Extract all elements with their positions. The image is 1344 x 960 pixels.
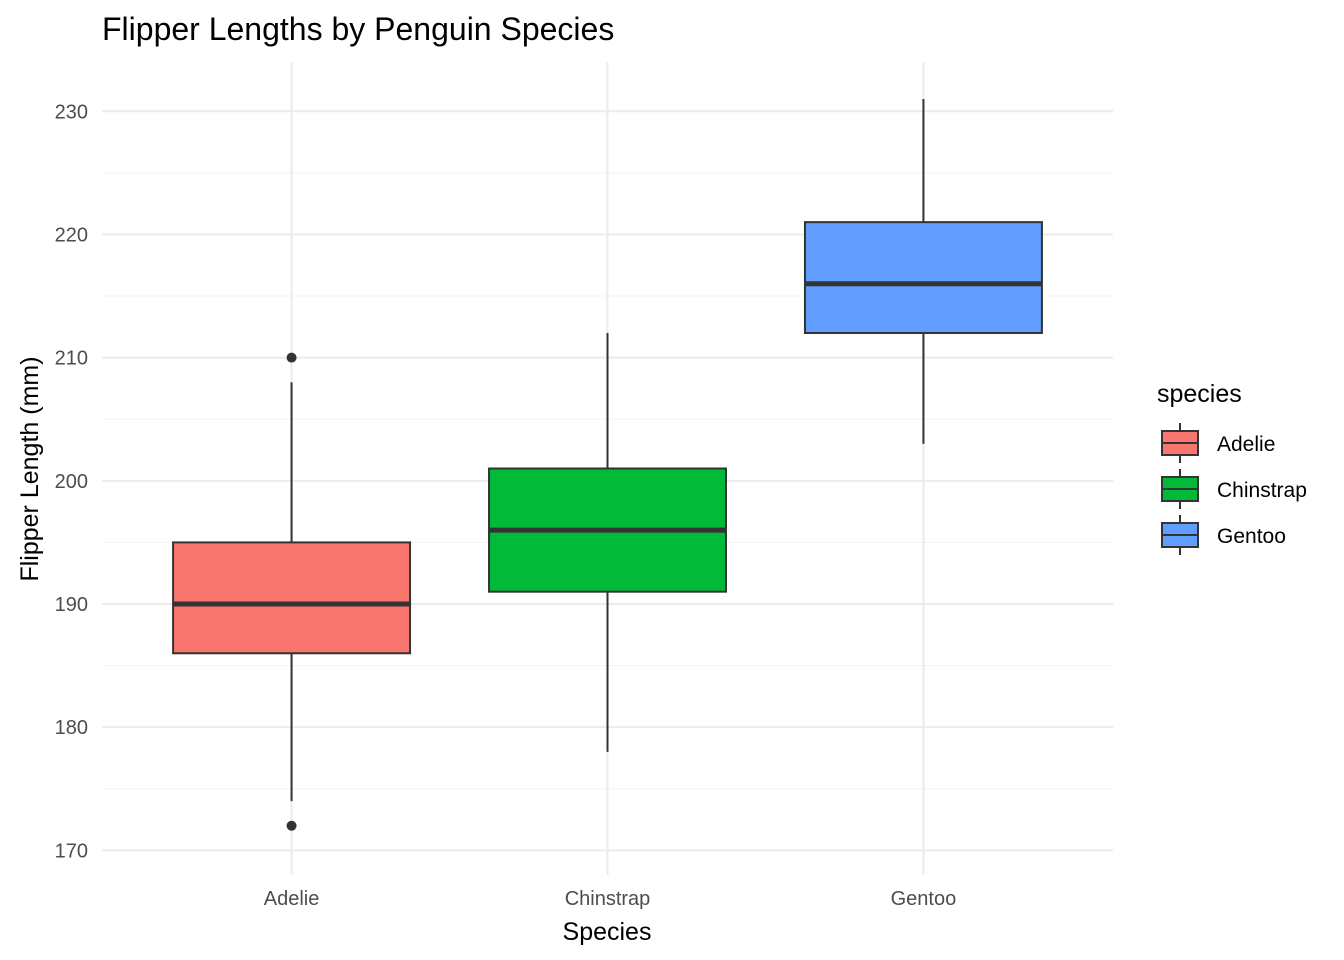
y-axis-ticks: 170 180 190 200 210 220 230 bbox=[55, 101, 88, 862]
y-tick-label: 170 bbox=[55, 840, 88, 862]
legend-label: Gentoo bbox=[1217, 525, 1286, 548]
box-iqr bbox=[803, 221, 1043, 335]
x-axis-title: Species bbox=[563, 918, 652, 946]
legend-label: Chinstrap bbox=[1217, 479, 1307, 502]
x-axis-ticks: Adelie Chinstrap Gentoo bbox=[264, 888, 956, 910]
legend-title: species bbox=[1157, 380, 1242, 408]
legend-items: Adelie Chinstrap Gentoo bbox=[1161, 423, 1307, 555]
plot-area bbox=[102, 62, 1113, 875]
outlier-point bbox=[286, 820, 297, 831]
y-tick-label: 200 bbox=[55, 471, 88, 493]
box-gentoo bbox=[803, 98, 1043, 444]
x-tick-label: Gentoo bbox=[891, 888, 957, 910]
box-iqr bbox=[172, 541, 412, 655]
box-adelie bbox=[172, 352, 412, 831]
legend: species Adelie Chinstrap Gentoo bbox=[1157, 380, 1307, 555]
outlier-point bbox=[286, 352, 297, 363]
y-tick-label: 190 bbox=[55, 594, 88, 616]
legend-item-adelie: Adelie bbox=[1161, 423, 1275, 463]
x-tick-label: Chinstrap bbox=[565, 888, 651, 910]
x-tick-label: Adelie bbox=[264, 888, 320, 910]
y-tick-label: 210 bbox=[55, 348, 88, 370]
legend-item-chinstrap: Chinstrap bbox=[1161, 469, 1307, 509]
legend-item-gentoo: Gentoo bbox=[1161, 515, 1286, 555]
y-axis-title: Flipper Length (mm) bbox=[16, 356, 44, 581]
box-series bbox=[172, 98, 1043, 831]
box-chinstrap bbox=[488, 333, 727, 752]
y-tick-label: 230 bbox=[55, 101, 88, 123]
y-tick-label: 180 bbox=[55, 717, 88, 739]
legend-label: Adelie bbox=[1217, 433, 1275, 456]
y-tick-label: 220 bbox=[55, 224, 88, 246]
chart-title: Flipper Lengths by Penguin Species bbox=[102, 11, 614, 47]
